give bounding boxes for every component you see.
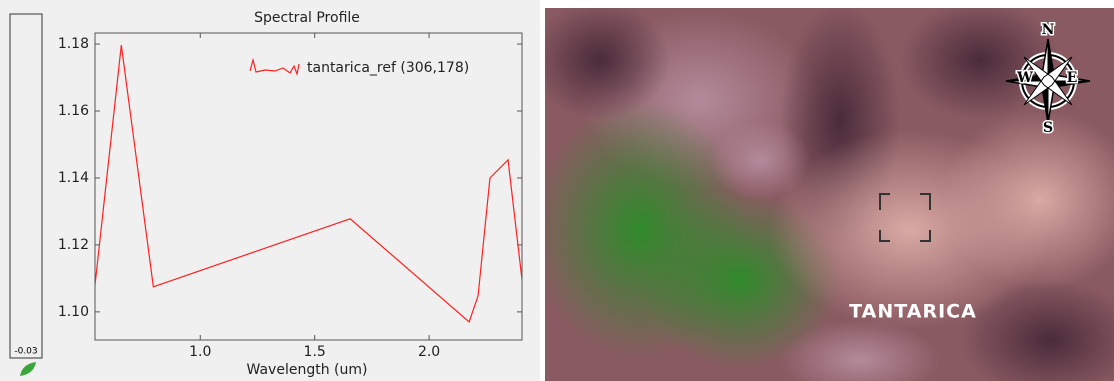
- y-tick-label: 1.10: [58, 304, 89, 320]
- y-tick-label: 1.18: [58, 36, 89, 52]
- compass-e: E: [1067, 70, 1078, 86]
- colorbar-label: -0.03: [14, 347, 37, 357]
- leaf-icon[interactable]: [20, 362, 36, 376]
- series-line: [95, 44, 522, 323]
- satellite-image: [545, 8, 1114, 381]
- compass: [1005, 38, 1091, 124]
- y-tick-label: 1.14: [58, 170, 89, 186]
- plot-area: [94, 32, 523, 341]
- compass-w: W: [1016, 70, 1033, 86]
- y-tick-label: 1.16: [58, 103, 89, 119]
- y-tick-label: 1.12: [58, 237, 89, 253]
- x-tick-label: 1.5: [304, 344, 326, 360]
- colorbar: [9, 13, 43, 359]
- x-tick-label: 2.0: [418, 344, 440, 360]
- legend-swatch: [249, 57, 300, 77]
- place-label: TANTARICA: [849, 301, 977, 323]
- compass-n: N: [1042, 22, 1055, 38]
- legend-label: tantarica_ref (306,178): [307, 60, 469, 76]
- compass-s: S: [1043, 120, 1053, 136]
- x-tick-label: 1.0: [189, 344, 211, 360]
- chart-title: Spectral Profile: [254, 10, 360, 26]
- x-axis-label: Wavelength (um): [247, 362, 368, 378]
